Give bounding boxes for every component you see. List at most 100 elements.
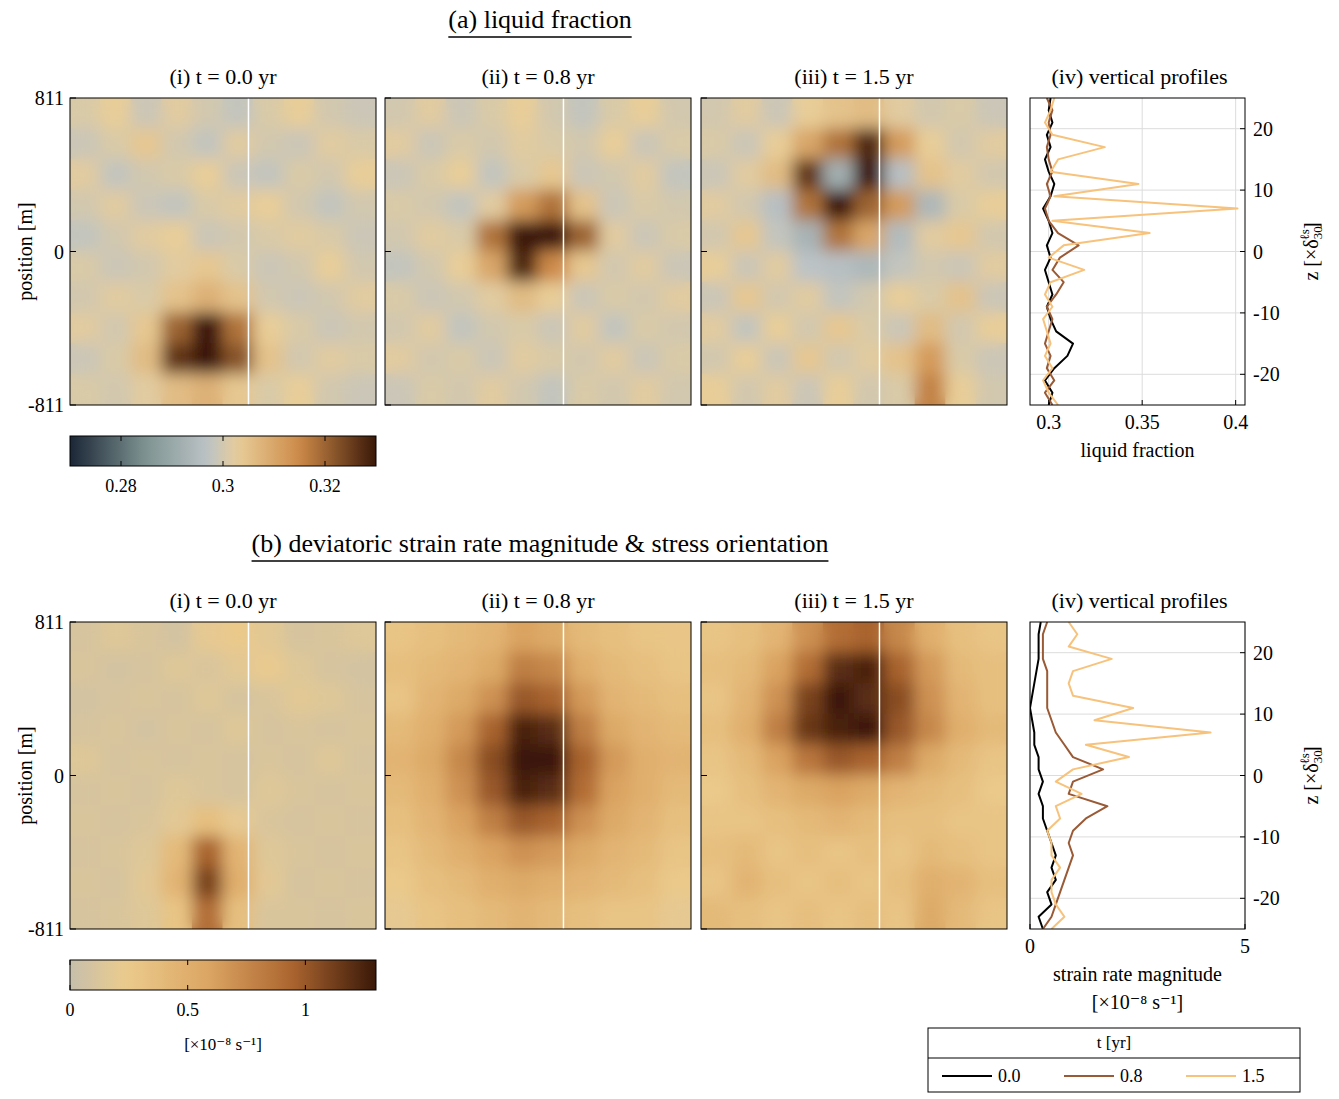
cell-underlay <box>253 282 285 314</box>
cell-underlay <box>70 775 101 807</box>
cell-underlay <box>976 220 1007 252</box>
cell-underlay <box>762 282 794 314</box>
cell <box>415 652 447 684</box>
cell-underlay <box>854 98 886 129</box>
cell <box>884 343 916 375</box>
cell <box>945 128 977 160</box>
cell <box>762 714 794 746</box>
cell-underlay <box>660 128 691 160</box>
cell <box>284 220 316 252</box>
cell-underlay <box>823 744 855 776</box>
cell <box>131 282 163 314</box>
cell <box>415 374 447 405</box>
cell <box>385 683 416 715</box>
frame <box>70 622 376 929</box>
cell <box>701 714 732 746</box>
cell-underlay <box>253 683 285 715</box>
cell-underlay <box>131 652 163 684</box>
cell-underlay <box>945 714 977 746</box>
cell <box>161 714 193 746</box>
cell-underlay <box>131 836 163 868</box>
cell-underlay <box>945 220 977 252</box>
cell-underlay <box>131 159 163 191</box>
cell <box>100 374 132 405</box>
cell <box>792 282 824 314</box>
cell <box>161 343 193 375</box>
cell-underlay <box>599 190 631 222</box>
grid-line <box>1030 312 1245 313</box>
cell-underlay <box>599 898 631 929</box>
cell <box>915 220 947 252</box>
cell <box>223 190 255 222</box>
cell <box>731 374 763 405</box>
cell-underlay <box>731 312 763 344</box>
cell-underlay <box>385 744 416 776</box>
cell-underlay <box>314 159 346 191</box>
cell <box>599 836 631 868</box>
cell-underlay <box>701 251 732 283</box>
cell <box>568 898 600 929</box>
cell <box>629 806 661 838</box>
frame <box>701 98 1007 405</box>
cell <box>192 220 224 252</box>
cell <box>660 622 691 653</box>
cell <box>253 867 285 899</box>
grid-line <box>1030 251 1245 252</box>
cell <box>976 343 1007 375</box>
tick <box>1240 190 1245 191</box>
cell-underlay <box>192 220 224 252</box>
tick <box>385 929 391 930</box>
cell <box>731 190 763 222</box>
axis-title-part: z [×δ <box>1300 239 1322 280</box>
cell <box>253 282 285 314</box>
cell-underlay <box>345 683 376 715</box>
cell-underlay <box>415 683 447 715</box>
cell <box>599 220 631 252</box>
cell <box>792 775 824 807</box>
cell <box>70 714 101 746</box>
cell <box>345 898 376 929</box>
cell-underlay <box>100 159 132 191</box>
cell-underlay <box>731 836 763 868</box>
cell <box>446 190 478 222</box>
cell <box>762 282 794 314</box>
cell-underlay <box>945 622 977 653</box>
cell <box>131 374 163 405</box>
cell-underlay <box>568 867 600 899</box>
cell-underlay <box>192 775 224 807</box>
cell-underlay <box>446 898 478 929</box>
cell <box>314 159 346 191</box>
cell-underlay <box>100 683 132 715</box>
cell <box>976 652 1007 684</box>
cell-underlay <box>131 806 163 838</box>
cell-underlay <box>792 806 824 838</box>
cell-underlay <box>854 282 886 314</box>
cell-underlay <box>192 867 224 899</box>
cell <box>100 622 132 653</box>
cell-underlay <box>823 343 855 375</box>
cell <box>701 898 732 929</box>
cell-underlay <box>884 652 916 684</box>
cell <box>660 652 691 684</box>
cell-underlay <box>538 867 570 899</box>
cell <box>792 98 824 129</box>
cell-underlay <box>161 220 193 252</box>
cell-underlay <box>415 220 447 252</box>
cell <box>284 251 316 283</box>
cells <box>701 622 1007 929</box>
cell-underlay <box>507 251 539 283</box>
tick-label: 10 <box>1253 703 1273 725</box>
cell-underlay <box>415 282 447 314</box>
cell-underlay <box>131 775 163 807</box>
cell-underlay <box>446 98 478 129</box>
cell-underlay <box>446 190 478 222</box>
cell-underlay <box>507 343 539 375</box>
cell-underlay <box>415 343 447 375</box>
section-title: (a) liquid fraction <box>448 5 631 34</box>
cell-underlay <box>100 775 132 807</box>
tick-label: 0 <box>54 765 64 787</box>
cell-underlay <box>284 775 316 807</box>
cell <box>945 867 977 899</box>
cell <box>884 806 916 838</box>
cell-underlay <box>823 867 855 899</box>
